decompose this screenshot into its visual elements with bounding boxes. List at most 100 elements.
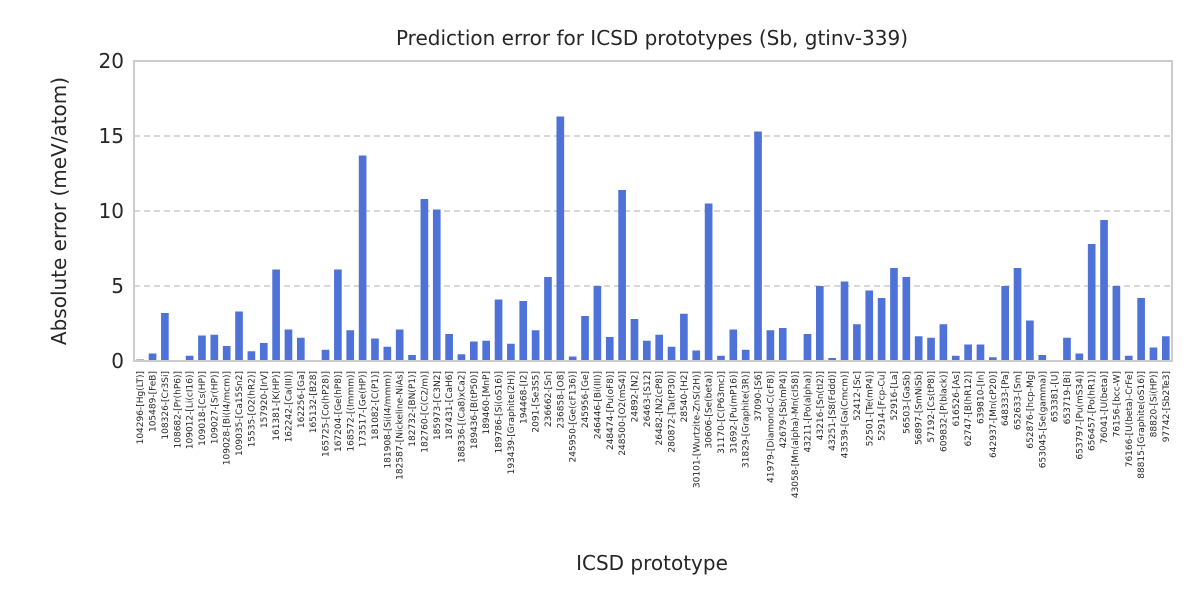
- bar: [1026, 320, 1034, 361]
- bar: [469, 341, 478, 361]
- bar: [1161, 336, 1170, 361]
- bar: [1124, 355, 1133, 361]
- x-tick-label: 653381-[U]: [1051, 371, 1061, 422]
- x-tick-label: 187431-[CaH6]: [445, 371, 455, 440]
- x-tick-label: 30606-[Se(beta)]: [705, 371, 715, 448]
- x-tick-label: 652876-[hcp-Mg]: [1026, 371, 1036, 449]
- bar: [778, 328, 787, 361]
- bar: [568, 356, 577, 361]
- y-tick-label: 15: [99, 124, 124, 148]
- bar: [259, 343, 268, 361]
- bar: [507, 343, 515, 361]
- bar: [877, 298, 886, 361]
- y-tick-label: 0: [111, 349, 124, 373]
- bar: [383, 346, 392, 361]
- x-tick-label: 43216-[Sn(tI2)]: [816, 371, 826, 440]
- bars: [136, 116, 1170, 361]
- x-tick-label: 173517-[Ge(HP)]: [359, 371, 369, 447]
- bar: [272, 269, 280, 361]
- x-tick-label: 236662-[Sn]: [544, 371, 554, 427]
- x-tick-label: 109027-[Sr(HP)]: [210, 371, 220, 444]
- bar: [667, 346, 676, 361]
- bar: [408, 355, 416, 361]
- x-tick-label: 26482-[N2(cP8)]: [655, 371, 665, 445]
- x-tick-label: 280872-[Ta(tP30)]: [668, 371, 678, 453]
- x-tick-label: 165725-[Co(hP28)]: [322, 371, 332, 457]
- x-tick-label: 236858-[O8]: [556, 371, 566, 428]
- bar: [198, 335, 206, 361]
- bar: [865, 290, 874, 361]
- bar: [976, 344, 985, 361]
- y-tick-labels: 0 5 10 15 20: [99, 49, 124, 373]
- bar: [840, 281, 849, 361]
- bar: [890, 268, 898, 361]
- bar: [593, 286, 602, 361]
- chart-title: Prediction error for ICSD prototypes (Sb…: [396, 26, 908, 50]
- x-tick-label: 52914-[Fcp-Cu]: [878, 371, 888, 441]
- bar: [853, 324, 861, 361]
- bar: [803, 334, 812, 361]
- x-tick-label: 194468-[I2]: [519, 371, 529, 424]
- x-tick-label: 43211-[Po(alpha)]: [803, 371, 813, 452]
- x-tick-label: 28540-[H2]: [680, 371, 690, 422]
- x-tick-label: 42679-[Sb(mP4)]: [779, 371, 789, 448]
- gridlines: [134, 135, 1172, 287]
- x-tick-label: 653045-[Se(gamma)]: [1038, 371, 1048, 468]
- x-tick-label: 97742-[Sb2Te3]: [1162, 371, 1172, 442]
- x-tick-label: 161381-[K(HP)]: [272, 371, 282, 441]
- x-tick-label: 639810-[In]: [976, 371, 986, 424]
- x-tick-label: 62747-[B(hR12)]: [964, 371, 974, 447]
- x-tick-label: 653797-[Pu(mS34)]: [1075, 371, 1085, 460]
- bar: [1063, 337, 1071, 361]
- x-tick-label: 165132-[B28]: [309, 371, 319, 433]
- x-tick-label: 189460-[MnP]: [482, 371, 492, 435]
- y-tick-label: 10: [99, 199, 124, 223]
- x-tick-label: 182732-[BN(P1)]: [408, 371, 418, 447]
- bar: [902, 277, 911, 361]
- x-tick-label: 193439-[Graphite(2H)]: [507, 371, 517, 474]
- bar: [161, 313, 169, 361]
- bar: [445, 334, 453, 361]
- x-tick-label: 56897-[SmNiSb]: [915, 371, 925, 445]
- bar: [296, 337, 305, 361]
- y-tick-label: 20: [99, 49, 124, 73]
- x-tick-label: 76166-[U(beta)-CrFe]: [1125, 371, 1135, 467]
- bar: [420, 199, 429, 361]
- x-tick-label: 41979-[Diamond-C(cF8)]: [766, 371, 776, 483]
- bar: [1149, 347, 1158, 361]
- bar: [729, 329, 738, 361]
- bar: [642, 340, 651, 361]
- bar: [988, 357, 997, 361]
- y-axis-label: Absolute error (meV/atom): [47, 77, 71, 345]
- x-tick-label: 652633-[Sm]: [1014, 371, 1024, 430]
- x-tick-label: 52501-[Te(mP4)]: [865, 371, 875, 446]
- bar: [432, 209, 441, 361]
- bar: [655, 334, 664, 361]
- bar: [680, 313, 688, 361]
- x-axis-label: ICSD prototype: [576, 551, 728, 575]
- x-tick-label: 642937-[Mn(cP20)]: [989, 371, 999, 458]
- x-tick-label: 76156-[bcc-W]: [1112, 371, 1122, 437]
- x-tick-label: 189786-[Si(oS16)]: [495, 371, 505, 454]
- bar: [1001, 286, 1010, 361]
- x-tick-label: 162242-[Ca(III)]: [284, 371, 294, 442]
- bar: [741, 349, 750, 361]
- x-tick-label: 181082-[C(P1)]: [371, 371, 381, 440]
- x-tick-label: 189436-[B(tP50)]: [470, 371, 480, 449]
- bar: [334, 269, 342, 361]
- plot-frame: [133, 60, 1173, 362]
- x-tick-label: 109028-[Bi(I4/mcm)]: [223, 371, 233, 465]
- bar: [284, 329, 293, 361]
- bar: [210, 334, 219, 361]
- bar: [148, 353, 157, 361]
- bar: [494, 299, 503, 361]
- x-tick-label: 37090-[S6]: [754, 371, 764, 421]
- bar: [704, 203, 713, 361]
- x-tick-label: 609832-[P(black)]: [939, 371, 949, 452]
- bar: [828, 358, 837, 361]
- bar: [1112, 286, 1121, 361]
- x-tick-label: 181908-[Si(I4/mmm)]: [383, 371, 393, 469]
- bar: [346, 330, 355, 361]
- bar: [939, 324, 948, 361]
- x-tick-label: 2091-[Se3S5]: [532, 371, 542, 433]
